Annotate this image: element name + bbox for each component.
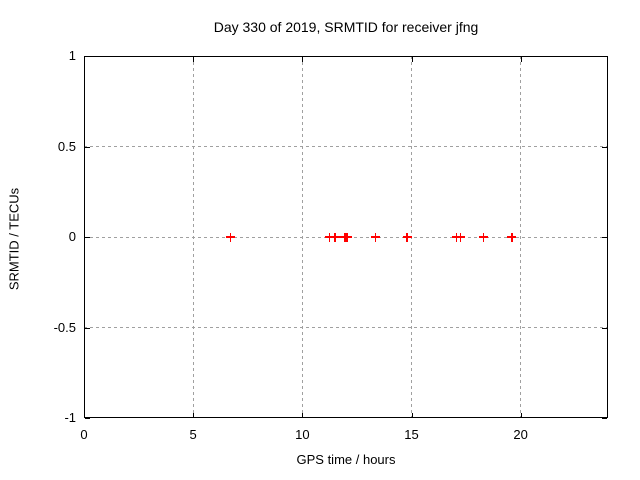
y-tick-label: 0 — [68, 229, 76, 244]
y-tick-mark-left — [85, 146, 90, 148]
x-tick-label: 10 — [295, 427, 310, 442]
gridline-horizontal — [84, 146, 608, 147]
x-tick-mark-bottom — [84, 413, 85, 418]
y-tick-label: 0.5 — [57, 138, 76, 154]
y-tick-label: -0.5 — [53, 319, 76, 335]
x-tick-label: 20 — [513, 427, 528, 442]
data-point-marker — [342, 232, 352, 242]
x-tick-label: 0 — [80, 427, 88, 442]
x-tick-mark-top — [84, 57, 85, 62]
data-point-marker — [225, 232, 235, 242]
x-tick-mark-top — [193, 57, 195, 62]
y-tick-mark-left — [85, 327, 90, 329]
chart-title: Day 330 of 2019, SRMTID for receiver jfn… — [213, 19, 479, 35]
x-tick-mark-bottom — [193, 413, 195, 418]
y-tick-label: -1 — [64, 410, 76, 425]
x-tick-mark-top — [520, 57, 522, 62]
y-tick-mark-right — [602, 146, 607, 148]
x-axis-label: GPS time / hours — [296, 452, 396, 467]
data-point-marker — [325, 232, 335, 242]
y-tick-label: 1 — [68, 48, 76, 63]
plot-area — [84, 56, 608, 418]
data-point-marker — [330, 232, 340, 242]
data-point-marker — [456, 232, 466, 242]
x-tick-mark-bottom — [411, 413, 413, 418]
x-tick-mark-bottom — [520, 413, 522, 418]
x-tick-mark-bottom — [302, 413, 304, 418]
y-tick-mark-right — [602, 327, 607, 329]
data-point-marker — [507, 232, 517, 242]
data-point-marker — [402, 232, 412, 242]
data-point-marker — [479, 232, 489, 242]
y-axis-label: SRMTID / TECUs — [6, 187, 22, 291]
x-tick-mark-top — [411, 57, 413, 62]
y-tick-mark-right — [602, 56, 607, 57]
data-point-marker — [370, 232, 380, 242]
gridline-horizontal — [84, 327, 608, 328]
y-tick-mark-right — [602, 418, 607, 419]
y-tick-mark-left — [85, 418, 90, 419]
y-tick-mark-left — [85, 237, 90, 238]
x-tick-label: 5 — [189, 427, 197, 442]
x-tick-label: 15 — [404, 427, 419, 442]
x-tick-mark-top — [302, 57, 304, 62]
y-tick-mark-left — [85, 56, 90, 57]
y-tick-mark-right — [602, 237, 607, 238]
